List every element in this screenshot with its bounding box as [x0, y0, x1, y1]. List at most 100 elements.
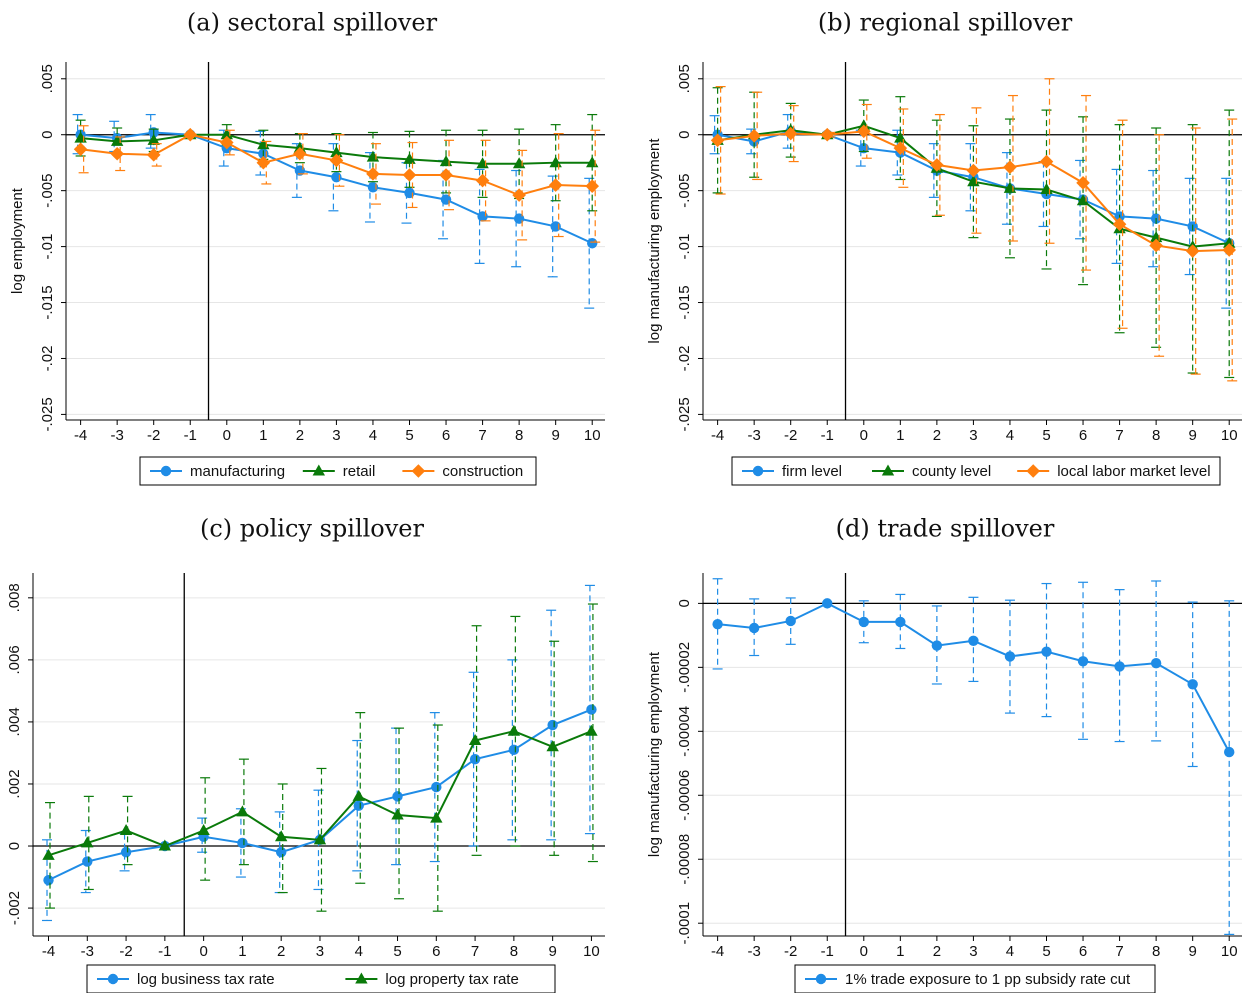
chart-title: (b) regional spillover — [818, 9, 1073, 37]
chart-title: (c) policy spillover — [200, 515, 425, 543]
data-point — [1076, 194, 1090, 206]
series-log-property-tax-rate — [42, 603, 598, 912]
x-tick-label: 10 — [1221, 427, 1238, 444]
y-tick-label: -.01 — [676, 234, 693, 260]
x-tick-label: 9 — [551, 427, 559, 444]
x-tick-label: 10 — [1221, 943, 1238, 960]
legend-box — [794, 964, 1156, 993]
data-point — [1149, 238, 1163, 253]
data-point — [430, 811, 443, 823]
x-tick-label: 8 — [515, 427, 523, 444]
data-point — [1114, 661, 1125, 672]
x-tick-label: 8 — [1152, 943, 1160, 960]
y-tick-label: -.002 — [6, 891, 23, 925]
data-point — [547, 719, 558, 731]
legend-swatch-marker — [355, 972, 368, 984]
legend-label: firm level — [782, 463, 842, 480]
chart-panel-1: (a) sectoral spillover .005 0 -.005 -.01 -.01… — [9, 9, 605, 486]
x-tick-label: 10 — [583, 943, 600, 960]
y-tick-label: -.02 — [39, 346, 56, 372]
data-point — [73, 142, 88, 157]
y-tick-label: 0 — [39, 131, 56, 139]
data-point — [439, 168, 453, 182]
data-point — [81, 836, 94, 848]
series-construction — [73, 125, 601, 243]
data-point — [1039, 154, 1054, 169]
x-tick-label: 7 — [478, 427, 486, 444]
data-point — [110, 134, 124, 146]
x-tick-label: 10 — [584, 427, 601, 444]
data-point — [783, 126, 798, 141]
series-log-business-tax-rate — [42, 584, 597, 922]
data-point — [119, 824, 133, 836]
y-tick-label: -.025 — [39, 397, 56, 431]
data-point — [785, 615, 796, 627]
data-point — [274, 830, 288, 842]
x-tick-label: 9 — [1188, 427, 1196, 444]
y-tick-label: .006 — [6, 645, 23, 674]
data-point — [329, 153, 344, 168]
legend-label: retail — [343, 463, 376, 480]
data-point — [1224, 746, 1235, 758]
data-point — [966, 163, 981, 178]
chart-panel-3: (c) policy spillover -.002 0 .002 .004 .006 .0… — [6, 515, 605, 993]
y-tick-label: -.01 — [39, 234, 56, 260]
x-tick-label: 0 — [199, 943, 207, 960]
data-point — [403, 152, 416, 164]
x-tick-label: 6 — [432, 943, 440, 960]
x-tick-label: -2 — [784, 943, 797, 960]
y-tick-label: .002 — [6, 769, 23, 798]
x-tick-label: 1 — [238, 943, 246, 960]
legend: firm level county level local labor market… — [731, 456, 1221, 486]
legend-label: county level — [912, 463, 991, 480]
legend-swatch-marker — [160, 465, 172, 477]
y-axis-label: log manufacturing employment — [646, 138, 663, 344]
y-tick-label: -.005 — [39, 174, 56, 208]
data-point — [930, 158, 944, 172]
data-point — [513, 213, 525, 224]
data-point — [402, 168, 417, 182]
data-point — [468, 734, 482, 746]
data-point — [404, 187, 415, 199]
data-point — [475, 173, 490, 188]
data-point — [330, 146, 343, 158]
x-tick-label: 3 — [969, 427, 977, 444]
x-tick-label: -4 — [42, 943, 55, 960]
series-local-labor-market-level — [710, 78, 1238, 382]
data-point — [42, 848, 55, 860]
series-1-trade-exposure-to-1-pp-subsidy-rate-cut — [712, 578, 1235, 936]
legend-label: log property tax rate — [385, 971, 518, 988]
data-point — [477, 211, 488, 222]
data-point — [146, 148, 161, 162]
data-point — [352, 789, 365, 801]
data-point — [893, 141, 908, 155]
y-tick-label: .008 — [6, 583, 23, 612]
legend: log business tax rate log property tax ra… — [86, 964, 556, 993]
y-tick-label: -.00006 — [676, 770, 693, 821]
x-tick-label: 0 — [860, 943, 868, 960]
data-point — [236, 805, 249, 817]
x-tick-label: 2 — [277, 943, 285, 960]
x-tick-label: -2 — [119, 943, 132, 960]
data-point — [1077, 656, 1089, 667]
data-point — [1112, 217, 1127, 232]
data-point — [1150, 657, 1162, 669]
data-point — [237, 837, 248, 849]
data-point — [275, 847, 287, 858]
data-point — [512, 188, 526, 202]
legend-label: local labor market level — [1057, 463, 1210, 480]
x-tick-label: 5 — [1042, 427, 1050, 444]
legend-label: log business tax rate — [137, 971, 275, 988]
x-tick-label: 1 — [896, 427, 904, 444]
y-axis-label: log employment — [9, 187, 26, 294]
data-point — [710, 133, 725, 148]
chart-panel-4: (d) trade spillover 0 -.00002 -.00004 -.0000… — [646, 515, 1242, 993]
x-tick-label: 4 — [369, 427, 377, 444]
data-point — [147, 133, 160, 145]
data-point — [366, 167, 380, 181]
data-point — [1004, 651, 1016, 662]
chart-title: (d) trade spillover — [836, 515, 1055, 543]
x-tick-label: 5 — [1042, 943, 1050, 960]
y-tick-label: -.02 — [676, 346, 693, 372]
legend-swatch-marker — [815, 973, 827, 985]
